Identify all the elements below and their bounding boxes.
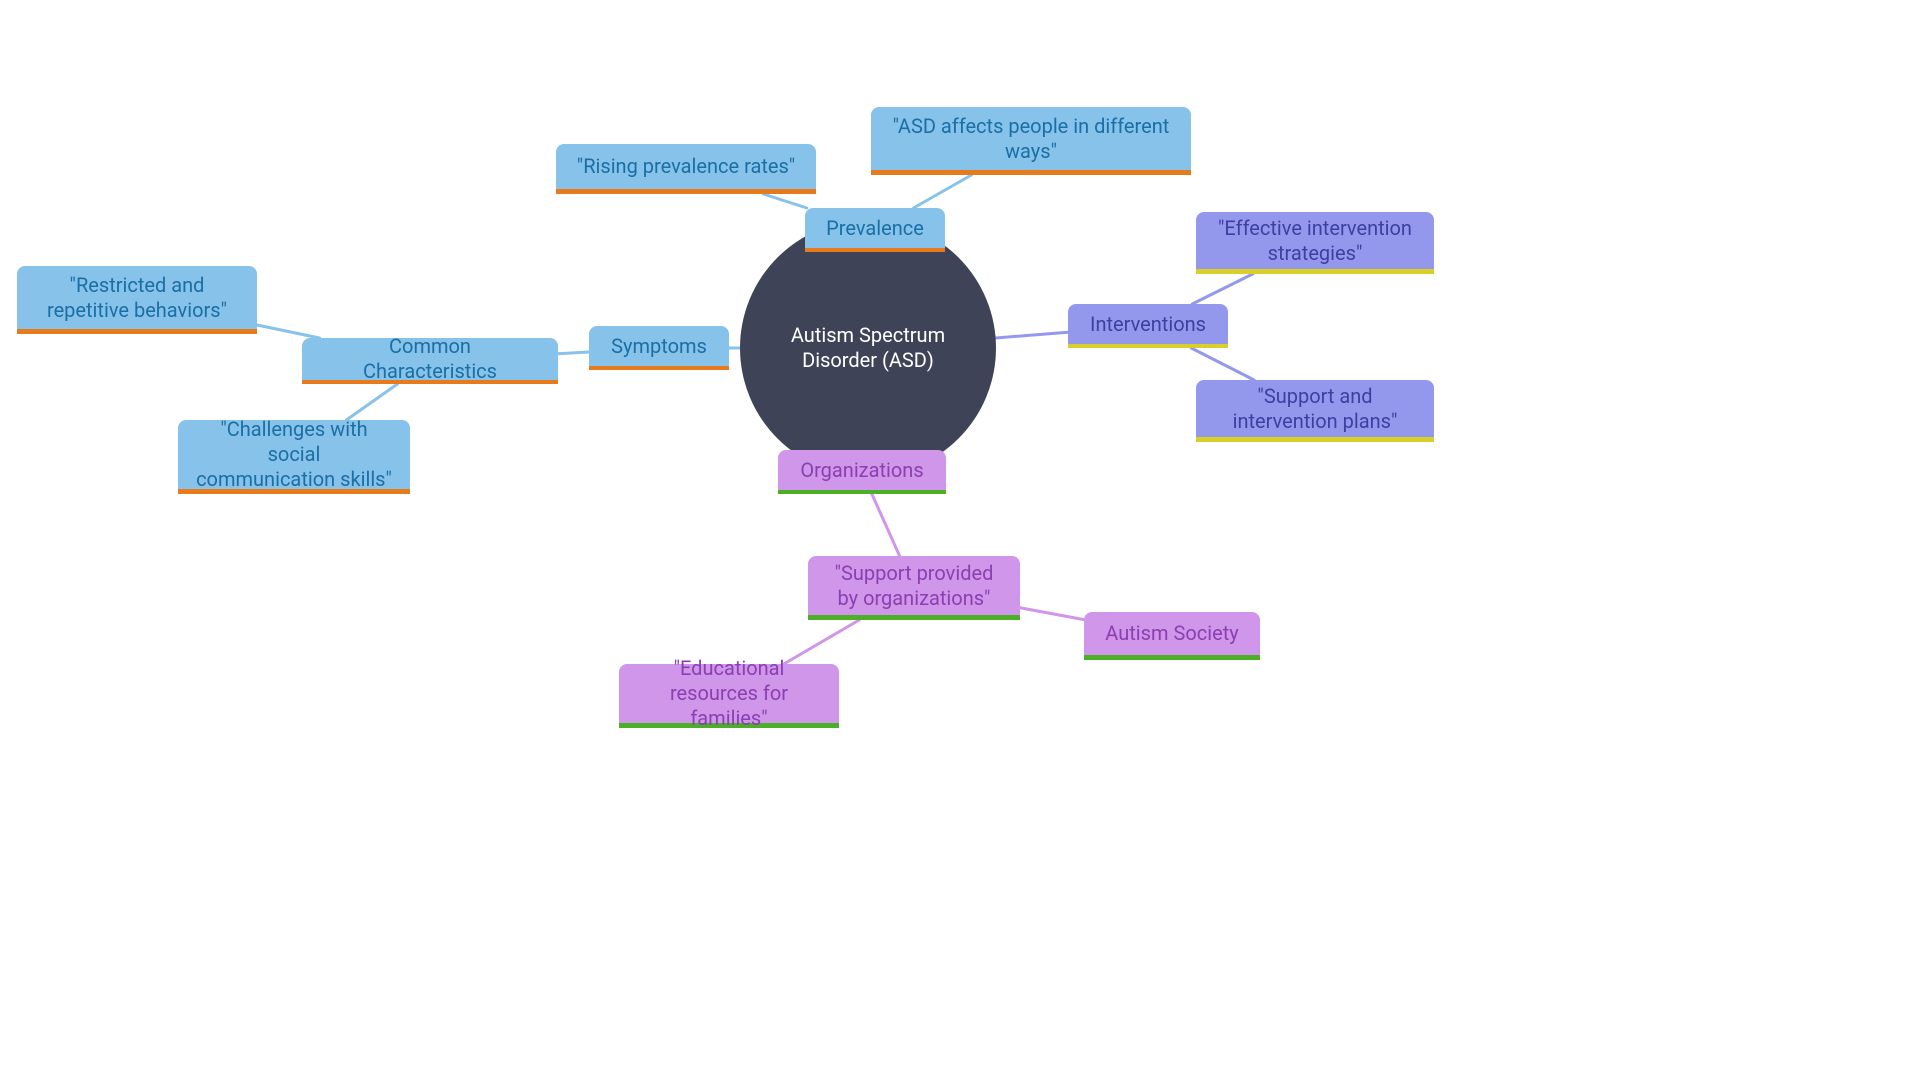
node-interventions: Interventions <box>1068 304 1228 348</box>
edge <box>558 352 589 354</box>
node-eff_strat: "Effective intervention strategies" <box>1196 212 1434 274</box>
edge <box>996 332 1068 338</box>
node-label: Autism Society <box>1105 621 1238 646</box>
edge <box>1020 608 1084 620</box>
node-label: Interventions <box>1090 312 1206 337</box>
node-orgs: Organizations <box>778 450 946 494</box>
node-label: "ASD affects people in different ways" <box>889 114 1173 164</box>
node-label: "Support provided by organizations" <box>826 561 1002 611</box>
node-challenges: "Challenges with social communication sk… <box>178 420 410 494</box>
node-label: Symptoms <box>611 334 707 359</box>
edge <box>257 325 320 338</box>
node-label: Common Characteristics <box>320 334 540 384</box>
node-label: "Challenges with social communication sk… <box>196 417 392 492</box>
node-edu_res: "Educational resources for families" <box>619 664 839 728</box>
edge <box>346 384 397 420</box>
node-common: Common Characteristics <box>302 338 558 384</box>
edge <box>1191 348 1254 380</box>
node-label: "Rising prevalence rates" <box>577 154 795 179</box>
node-restricted: "Restricted and repetitive behaviors" <box>17 266 257 334</box>
edge <box>914 175 972 208</box>
center-node: Autism Spectrum Disorder (ASD) <box>740 220 996 476</box>
node-label: "Effective intervention strategies" <box>1214 216 1416 266</box>
node-prev_affects: "ASD affects people in different ways" <box>871 107 1191 175</box>
node-label: "Support and intervention plans" <box>1214 384 1416 434</box>
node-support_plans: "Support and intervention plans" <box>1196 380 1434 442</box>
node-label: "Educational resources for families" <box>637 656 821 731</box>
node-aut_soc: Autism Society <box>1084 612 1260 660</box>
node-prev_rising: "Rising prevalence rates" <box>556 144 816 194</box>
node-label: Organizations <box>800 458 923 483</box>
center-label: Autism Spectrum Disorder (ASD) <box>764 323 972 373</box>
mindmap-canvas: Autism Spectrum Disorder (ASD) Prevalence… <box>0 0 1920 1080</box>
node-symptoms: Symptoms <box>589 326 729 370</box>
edge <box>1192 274 1252 304</box>
node-prevalence: Prevalence <box>805 208 945 252</box>
node-label: "Restricted and repetitive behaviors" <box>35 273 239 323</box>
edge <box>872 494 900 556</box>
node-label: Prevalence <box>826 216 924 241</box>
node-org_support: "Support provided by organizations" <box>808 556 1020 620</box>
edge <box>763 194 806 208</box>
